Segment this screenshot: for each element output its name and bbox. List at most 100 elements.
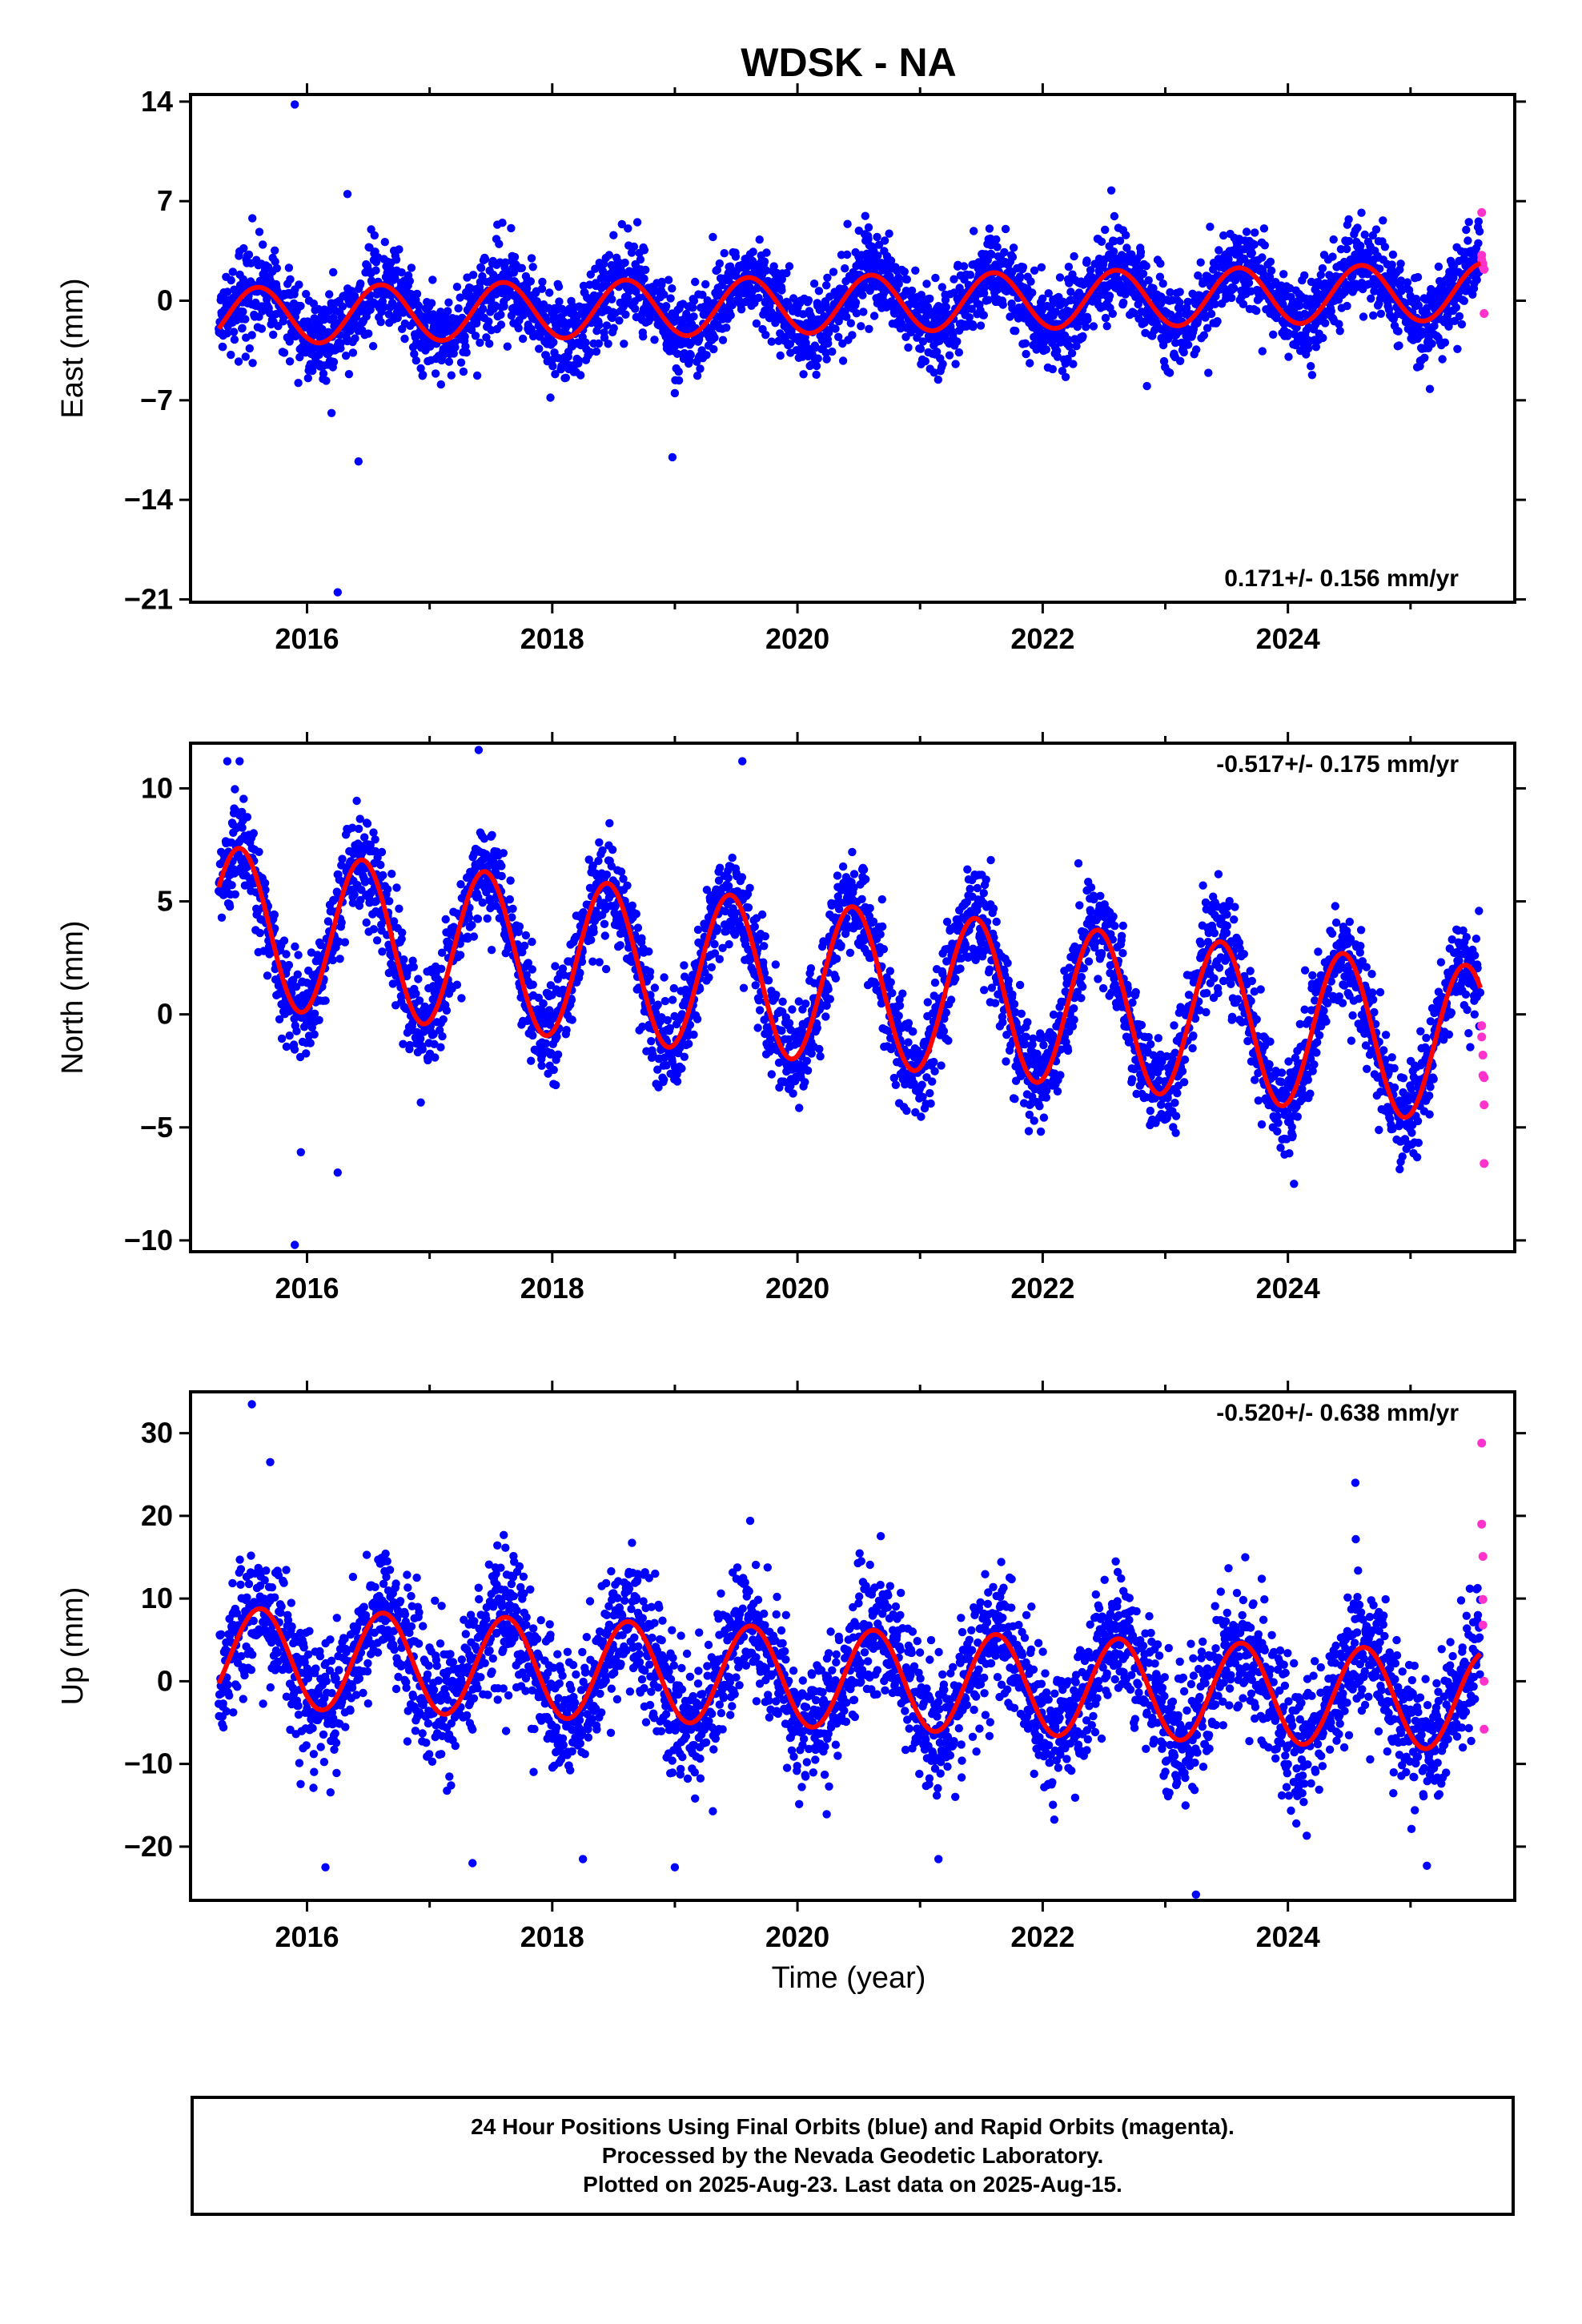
final-orbit-point xyxy=(859,308,868,316)
final-orbit-point xyxy=(1042,345,1051,354)
final-orbit-point xyxy=(354,824,363,834)
final-orbit-point xyxy=(454,304,463,313)
final-orbit-point xyxy=(804,296,813,305)
final-orbit-point xyxy=(1250,240,1259,249)
final-orbit-point xyxy=(987,250,996,259)
final-orbit-point xyxy=(966,271,975,279)
final-orbit-point xyxy=(371,266,380,275)
final-orbit-point xyxy=(517,263,526,272)
final-orbit-point xyxy=(926,294,934,304)
final-orbit-point xyxy=(1284,352,1293,361)
final-orbit-point xyxy=(295,280,303,289)
final-orbit-point xyxy=(310,1030,319,1039)
final-orbit-point xyxy=(1026,277,1035,286)
final-orbit-point xyxy=(1048,364,1058,374)
final-orbit-point xyxy=(592,347,601,356)
final-orbit-point xyxy=(1460,296,1469,305)
final-orbit-point xyxy=(520,941,529,951)
final-orbit-point xyxy=(705,973,713,982)
final-orbit-point xyxy=(259,240,267,249)
final-orbit-point xyxy=(1394,327,1403,336)
final-orbit-point xyxy=(318,324,327,334)
final-orbit-point xyxy=(722,324,731,332)
final-orbit-point xyxy=(1136,247,1146,256)
final-orbit-point xyxy=(1067,348,1077,358)
final-orbit-point xyxy=(231,890,239,899)
final-orbit-point xyxy=(416,1098,425,1107)
final-orbit-point xyxy=(686,351,695,360)
final-orbit-point xyxy=(754,293,763,303)
final-orbit-point xyxy=(419,370,428,380)
final-orbit-point xyxy=(270,911,279,919)
final-orbit-point xyxy=(650,336,659,344)
final-orbit-point xyxy=(228,267,237,276)
final-orbit-point xyxy=(503,342,512,351)
final-orbit-point xyxy=(255,847,263,857)
final-orbit-point xyxy=(601,964,611,974)
final-orbit-point xyxy=(785,340,795,348)
final-orbit-point xyxy=(333,588,342,597)
final-orbit-point xyxy=(992,235,1001,244)
final-orbit-point xyxy=(942,329,950,338)
final-orbit-point xyxy=(245,344,254,353)
final-orbit-point xyxy=(1242,227,1251,236)
final-orbit-point xyxy=(1207,309,1216,319)
final-orbit-point xyxy=(1258,347,1267,356)
final-orbit-point xyxy=(1379,216,1387,225)
final-orbit-point xyxy=(391,274,400,283)
final-orbit-point xyxy=(623,293,632,302)
final-orbit-point xyxy=(701,279,710,289)
final-orbit-point xyxy=(731,252,741,261)
final-orbit-point xyxy=(294,379,303,388)
final-orbit-point xyxy=(650,983,660,992)
final-orbit-point xyxy=(620,258,629,267)
rapid-orbit-point xyxy=(1480,309,1489,318)
final-orbit-point xyxy=(537,1061,546,1071)
final-orbit-point xyxy=(1396,259,1405,268)
final-orbit-point xyxy=(1037,263,1046,271)
final-orbit-point xyxy=(715,955,724,963)
final-orbit-point xyxy=(497,862,506,870)
final-orbit-point xyxy=(1213,317,1222,326)
final-orbit-point xyxy=(482,333,491,342)
final-orbit-point xyxy=(824,339,833,348)
final-orbit-point xyxy=(498,219,507,227)
final-orbit-point xyxy=(496,310,505,320)
final-orbit-point xyxy=(368,342,378,351)
final-orbit-point xyxy=(615,316,624,325)
final-orbit-point xyxy=(608,295,616,304)
final-orbit-point xyxy=(904,343,913,352)
final-orbit-point xyxy=(279,348,289,357)
final-orbit-point xyxy=(950,275,958,283)
final-orbit-point xyxy=(838,356,848,365)
final-orbit-point xyxy=(363,819,372,828)
final-orbit-point xyxy=(811,344,820,352)
final-orbit-point xyxy=(616,941,624,950)
final-orbit-point xyxy=(1028,288,1037,297)
final-orbit-point xyxy=(1413,272,1423,282)
final-orbit-point xyxy=(257,324,267,333)
final-orbit-point xyxy=(1434,262,1443,271)
final-orbit-point xyxy=(410,349,419,359)
final-orbit-point xyxy=(456,293,464,302)
final-orbit-point xyxy=(594,339,604,348)
final-orbit-point xyxy=(907,286,917,296)
final-orbit-point xyxy=(436,380,445,389)
final-orbit-point xyxy=(691,277,700,287)
final-orbit-point xyxy=(624,224,632,233)
final-orbit-point xyxy=(371,835,379,844)
final-orbit-point xyxy=(507,223,516,233)
final-orbit-point xyxy=(383,885,392,894)
final-orbit-point xyxy=(309,300,319,308)
final-orbit-point xyxy=(549,1065,558,1075)
final-orbit-point xyxy=(528,1031,537,1040)
final-orbit-point xyxy=(998,300,1007,309)
final-orbit-point xyxy=(528,965,536,974)
y-tick-label: −21 xyxy=(124,582,173,615)
final-orbit-point xyxy=(767,337,776,346)
final-orbit-point xyxy=(478,898,487,907)
final-orbit-point xyxy=(693,925,703,935)
final-orbit-point xyxy=(241,352,250,361)
final-orbit-point xyxy=(1258,253,1267,262)
final-orbit-point xyxy=(842,312,851,321)
